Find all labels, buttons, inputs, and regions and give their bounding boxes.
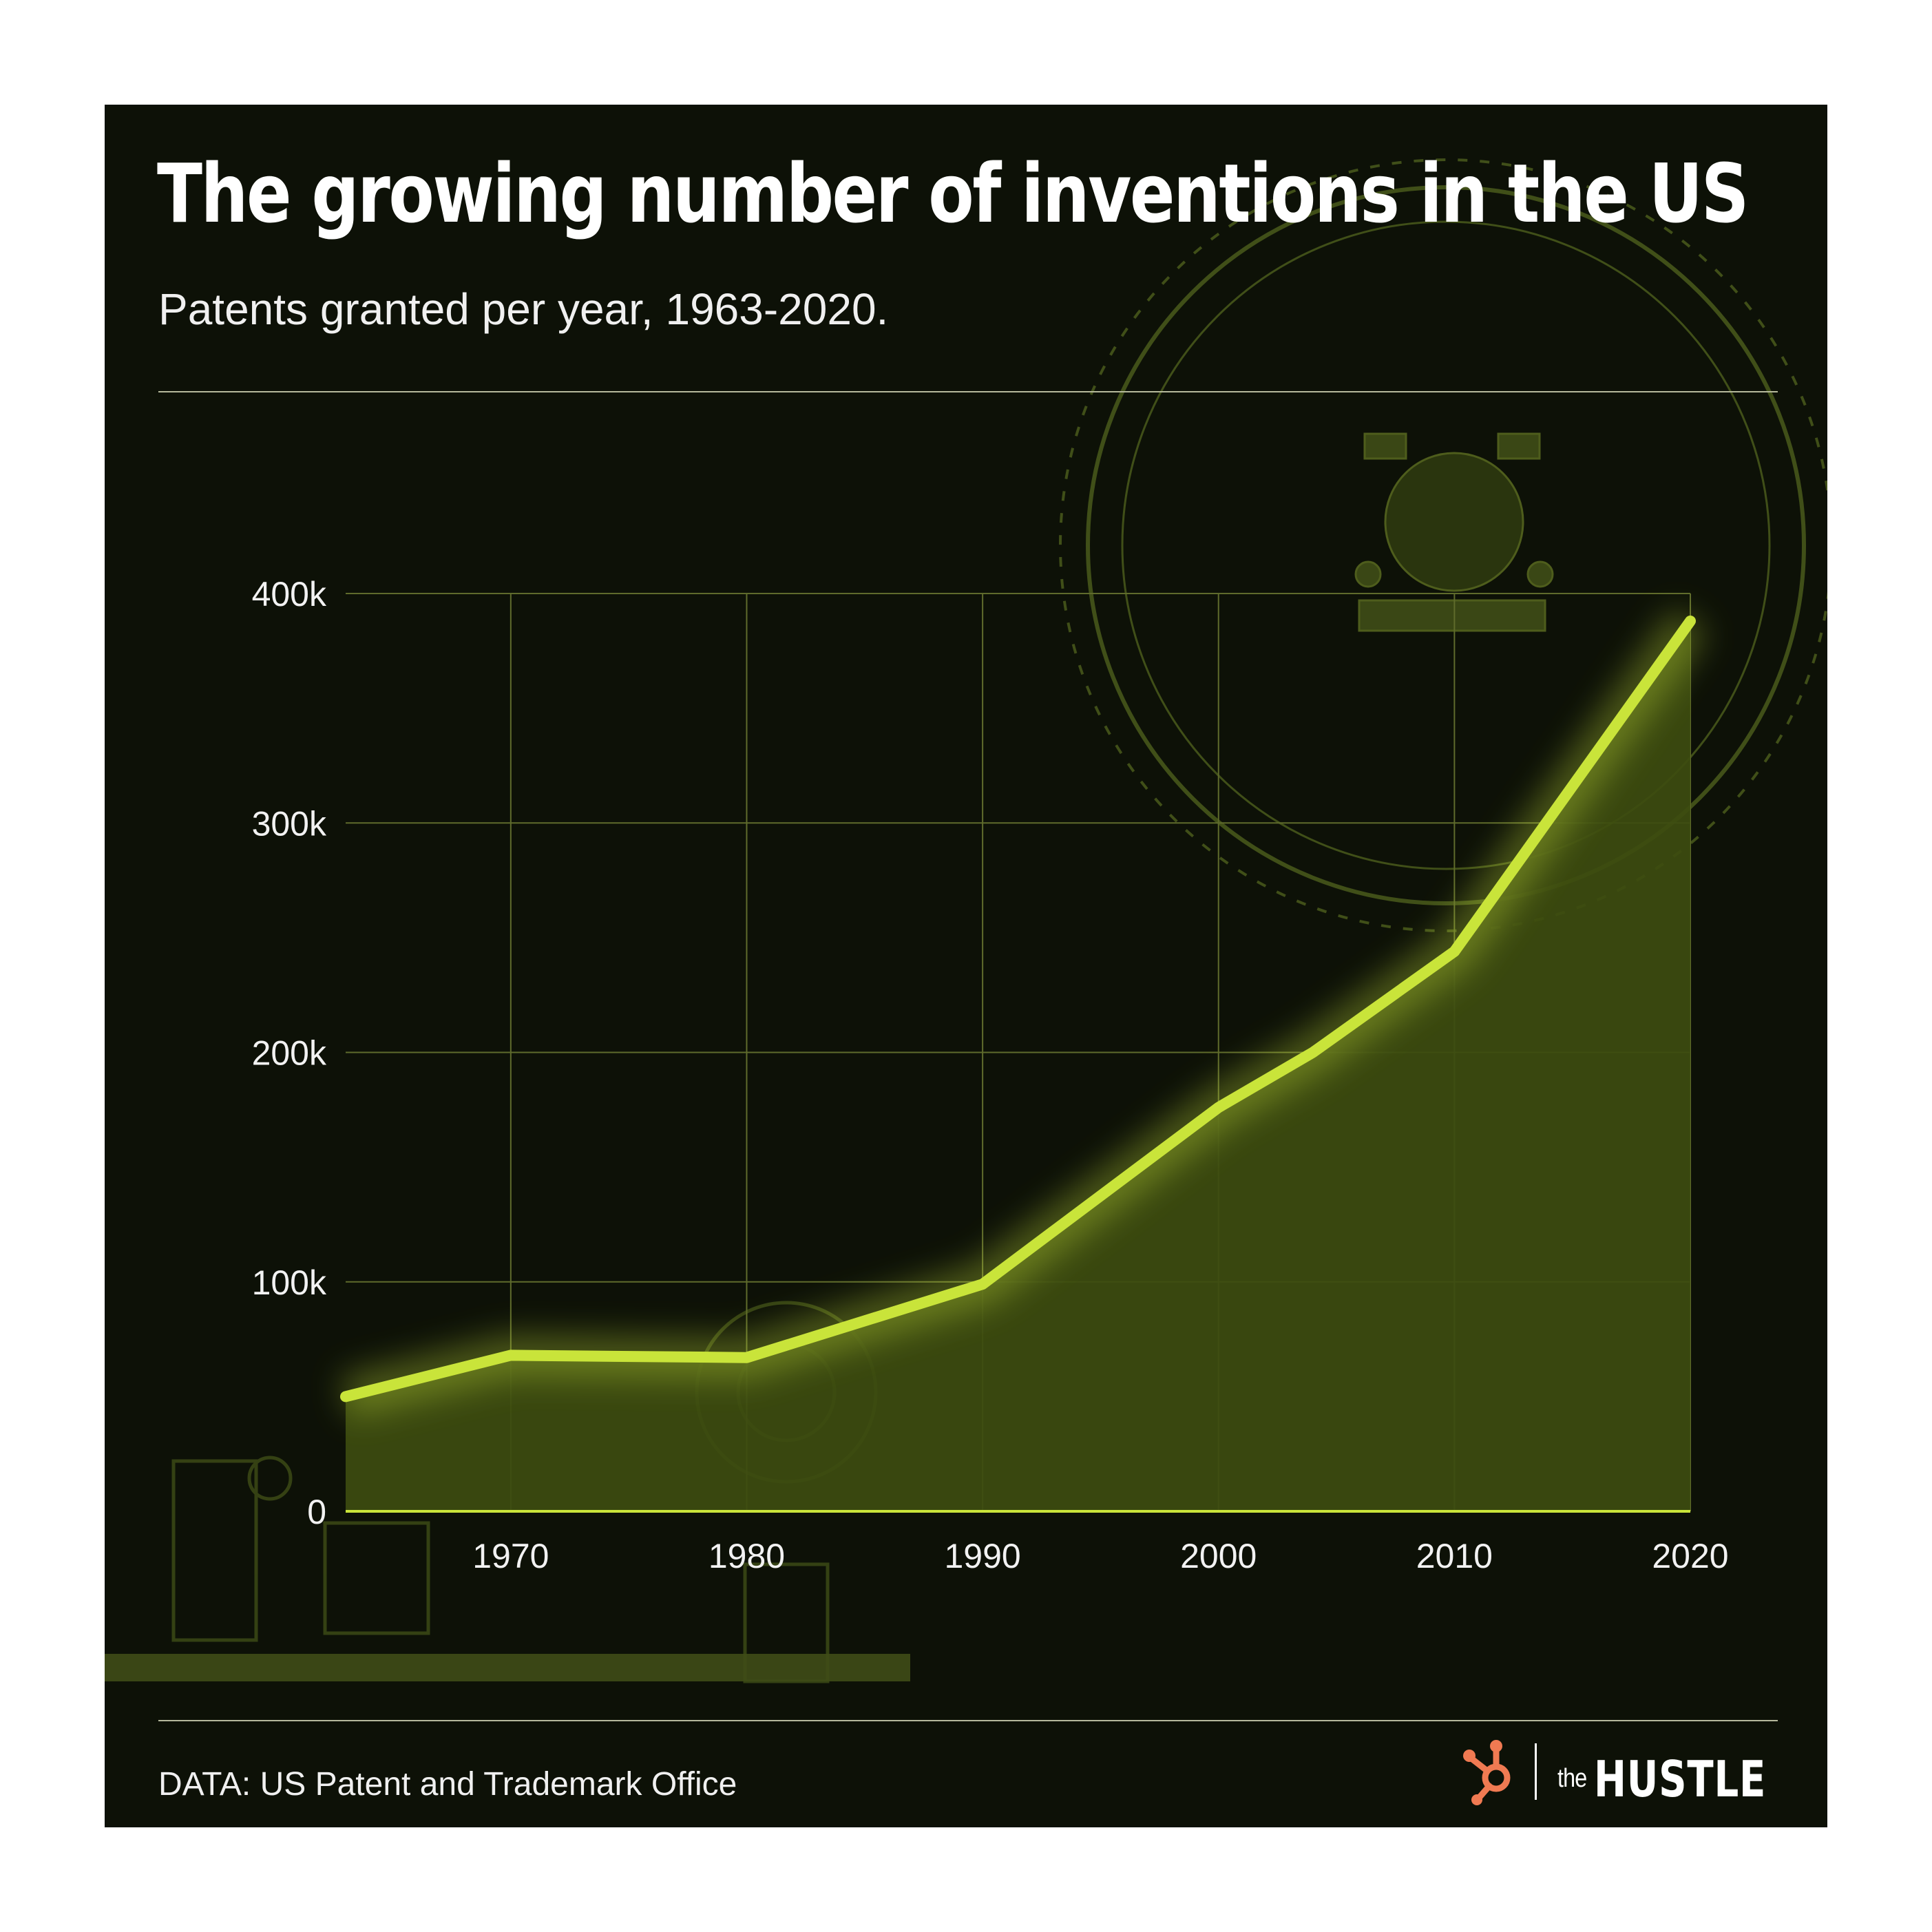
deco-ring-inner (1121, 220, 1771, 870)
data-source: DATA: US Patent and Trademark Office (158, 1766, 737, 1803)
line-area-chart: 0 100k 200k 300k 400k 1970 1980 1990 2000 2010 20… (252, 575, 1729, 1575)
x-tick-label-2020: 2020 (1652, 1537, 1728, 1575)
brand-prefix: the (1557, 1764, 1587, 1793)
y-tick-label-300k: 300k (252, 804, 327, 843)
brand-divider (1535, 1743, 1537, 1800)
area-fill (346, 621, 1690, 1511)
y-tick-label-400k: 400k (252, 575, 327, 613)
chart-card: The growing number of inventions in the … (105, 105, 1827, 1827)
header-divider (158, 391, 1778, 392)
series-line (340, 616, 1696, 1403)
brand-logo: the HUSTLE (1463, 1731, 1780, 1808)
chart-title: The growing number of inventions in the … (157, 146, 1749, 241)
deco-ring-outer (1086, 185, 1806, 905)
patent-drawing-background (105, 158, 1827, 1683)
x-tick-label-2010: 2010 (1416, 1537, 1493, 1575)
y-axis-ticks: 0 100k 200k 300k 400k (252, 575, 327, 1531)
x-tick-label-1980: 1980 (708, 1537, 785, 1575)
footer-divider (158, 1720, 1778, 1721)
x-tick-label-1990: 1990 (944, 1537, 1020, 1575)
data-points (345, 620, 1691, 1397)
x-axis-ticks: 1970 1980 1990 2000 2010 2020 (472, 1537, 1728, 1575)
deco-floor-hatch (105, 1654, 910, 1681)
deco-clock (1354, 432, 1554, 632)
x-tick-label-2000: 2000 (1180, 1537, 1257, 1575)
y-tick-label-200k: 200k (252, 1034, 327, 1073)
y-tick-label-100k: 100k (252, 1263, 327, 1302)
hubspot-sprocket-icon (1463, 1740, 1511, 1805)
y-tick-label-0: 0 (307, 1493, 326, 1531)
chart-subtitle: Patents granted per year, 1963-2020. (158, 284, 889, 334)
x-tick-label-1970: 1970 (472, 1537, 549, 1575)
brand-name: HUSTLE (1594, 1750, 1767, 1808)
